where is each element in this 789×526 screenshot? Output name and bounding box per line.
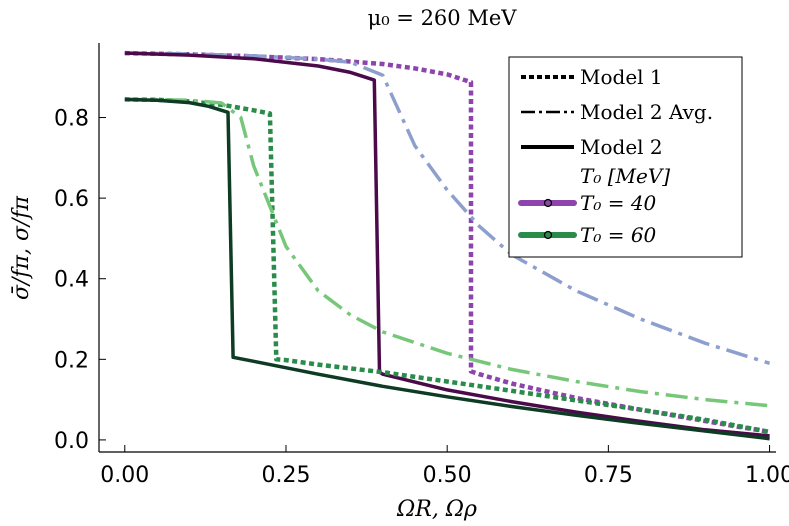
legend-label-t60: T₀ = 60 [580, 223, 657, 247]
y-tick-label: 0.4 [54, 268, 89, 293]
y-tick-label: 0.6 [54, 187, 89, 212]
legend-marker-t40 [543, 198, 553, 208]
x-tick-label: 0.00 [100, 463, 149, 488]
x-ticks: 0.00 0.25 0.50 0.75 1.00 [100, 445, 789, 488]
x-tick-label: 0.25 [261, 463, 310, 488]
x-tick-label: 1.00 [745, 463, 789, 488]
legend-box [508, 56, 743, 258]
series-line-5 [124, 97, 770, 441]
series-group [124, 50, 771, 441]
legend-label-t40: T₀ = 40 [580, 191, 657, 215]
y-axis-label: σ̄/fπ, σ/fπ [9, 195, 34, 300]
x-axis-label: ΩR, Ωρ [396, 497, 477, 522]
legend-label-model2-avg: Model 2 Avg. [580, 100, 713, 124]
x-tick-label: 0.50 [423, 463, 472, 488]
series-line-1 [124, 51, 771, 365]
legend: Model 1 Model 2 Avg. Model 2 T₀ [MeV] T₀… [508, 56, 743, 258]
legend-marker-t60 [543, 230, 553, 240]
x-tick-label: 0.75 [584, 463, 633, 488]
legend-label-model1: Model 1 [580, 65, 663, 89]
legend-label-model2: Model 2 [580, 135, 663, 159]
y-tick-label: 0.2 [54, 348, 89, 373]
y-tick-label: 0.0 [54, 429, 89, 454]
y-ticks: 0.0 0.2 0.4 0.6 0.8 [54, 107, 106, 454]
legend-label-t0-header: T₀ [MeV] [580, 164, 670, 188]
y-tick-label: 0.8 [54, 107, 89, 132]
chart-title: μ₀ = 260 MeV [368, 6, 518, 30]
series-line-4 [124, 97, 770, 408]
